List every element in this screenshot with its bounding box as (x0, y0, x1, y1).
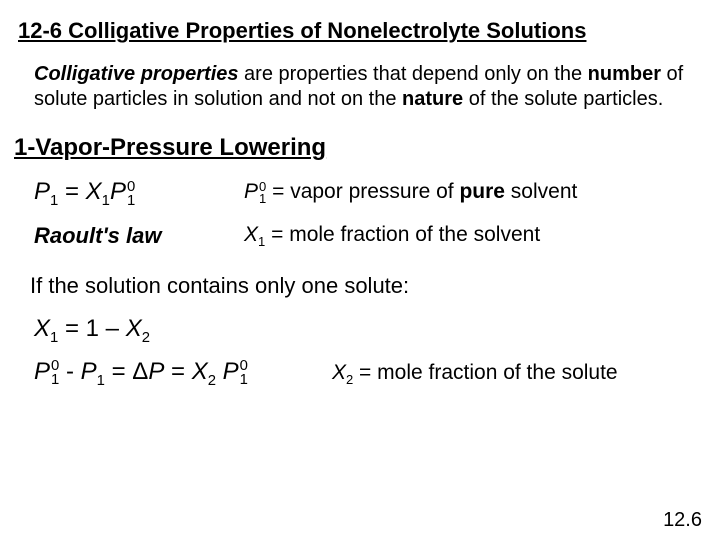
supsub-01d: 01 (240, 359, 248, 387)
raoult-equation: P1 = X1P01 (34, 178, 244, 209)
sub-1h: 1 (97, 373, 105, 389)
var-p1: P (34, 178, 50, 205)
sub-1e: 1 (258, 234, 265, 249)
eq-sign-1: = (58, 178, 85, 205)
sub-1d: 1 (259, 193, 266, 205)
raoult-law-label: Raoult's law (34, 223, 244, 249)
x1-equation: X1 = 1 – X2 (34, 315, 708, 346)
sub-1g: 1 (51, 373, 59, 387)
delta-p-equation-row: P01 - P1 = ΔP = X2 P01 X2 = mole fractio… (34, 358, 708, 389)
sub-2a: 2 (142, 330, 150, 346)
definition-paragraph: Colligative properties are properties th… (34, 62, 696, 112)
def-keyword-nature: nature (402, 88, 463, 110)
var-p0c: P (34, 358, 50, 385)
slide-title: 12-6 Colligative Properties of Nonelectr… (18, 18, 708, 44)
sub-1a: 1 (50, 193, 58, 209)
sub-1b: 1 (102, 193, 110, 209)
x1-text: = mole fraction of the solvent (265, 223, 540, 246)
var-p1b: P (81, 358, 97, 385)
var-x2: X (126, 315, 142, 342)
term-colligative: Colligative properties (34, 63, 239, 85)
def-text-1: are properties that depend only on the (239, 63, 588, 85)
x2-definition: X2 = mole fraction of the solute (332, 361, 618, 387)
sub-2c: 2 (346, 372, 353, 387)
var-p0b: P (244, 180, 258, 203)
page-number: 12.6 (663, 509, 702, 532)
sub-1f: 1 (50, 330, 58, 346)
supsub-01b: 01 (259, 181, 266, 206)
eq-sign-3: = (164, 358, 191, 385)
def-text-3: of the solute particles. (463, 88, 663, 110)
sup-0d: 0 (240, 359, 248, 373)
solvent-word: solvent (505, 180, 577, 203)
delta-p-equation: P01 - P1 = ΔP = X2 P01 (34, 358, 248, 389)
var-p0: P (110, 178, 126, 205)
sub-1i: 1 (240, 373, 248, 387)
var-x1b: X (244, 223, 258, 246)
var-x1c: X (34, 315, 50, 342)
var-x2c: X (332, 361, 346, 384)
p0-definition: P01 = vapor pressure of pure solvent (244, 178, 577, 205)
var-dp: P (148, 358, 164, 385)
x1-definition: X1 = mole fraction of the solvent (244, 223, 540, 249)
eq-sign-2: = (105, 358, 132, 385)
raoult-law-row: Raoult's law X1 = mole fraction of the s… (34, 223, 708, 249)
var-x1: X (86, 178, 102, 205)
supsub-01c: 01 (51, 359, 59, 387)
raoult-equation-row: P1 = X1P01 P01 = vapor pressure of pure … (34, 178, 708, 209)
sup-0c: 0 (51, 359, 59, 373)
def-keyword-number: number (588, 63, 661, 85)
var-p0d: P (223, 358, 239, 385)
vp-text: = vapor pressure of (266, 180, 459, 203)
sub-1c: 1 (127, 194, 135, 208)
delta-symbol: Δ (132, 358, 148, 385)
var-x2b: X (192, 358, 208, 385)
section-heading-vapor-pressure: 1-Vapor-Pressure Lowering (14, 134, 708, 162)
minus-sign: - (59, 358, 80, 385)
supsub-01a: 01 (127, 180, 135, 208)
one-solute-text: If the solution contains only one solute… (30, 273, 708, 299)
eq-mid: = 1 – (58, 315, 125, 342)
sup-0a: 0 (127, 180, 135, 194)
x2-text: = mole fraction of the solute (353, 361, 617, 384)
sub-2b: 2 (208, 373, 216, 389)
pure-word: pure (459, 180, 505, 203)
